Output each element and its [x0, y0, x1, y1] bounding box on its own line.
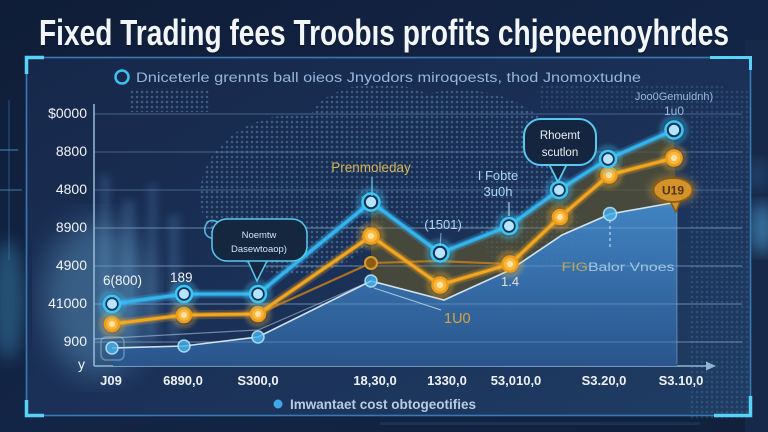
- svg-text:6(800): 6(800): [103, 273, 142, 288]
- svg-text:189: 189: [170, 270, 193, 285]
- svg-text:1U0: 1U0: [444, 311, 471, 327]
- svg-text:Dniceterle grennts ball oieos: Dniceterle grennts ball oieos Jnyodors m…: [136, 70, 641, 85]
- svg-text:U19: U19: [662, 184, 684, 198]
- svg-text:1330,0: 1330,0: [427, 373, 467, 388]
- svg-text:1.4: 1.4: [501, 274, 519, 289]
- svg-text:Rhoemt: Rhoemt: [540, 130, 581, 142]
- svg-text:Joo0Gemuldnh): Joo0Gemuldnh): [635, 91, 713, 103]
- svg-text:J09: J09: [100, 373, 122, 388]
- svg-text:S300,0: S300,0: [237, 373, 278, 388]
- svg-text:I Fobte: I Fobte: [478, 168, 518, 183]
- svg-text:4800: 4800: [56, 181, 87, 197]
- svg-text:8800: 8800: [56, 143, 87, 159]
- svg-text:Imwantaet cost obtogeotifies: Imwantaet cost obtogeotifies: [290, 397, 476, 412]
- svg-text:S3.20,0: S3.20,0: [582, 373, 627, 388]
- svg-text:y: y: [78, 356, 85, 372]
- svg-text:6890,0: 6890,0: [163, 373, 203, 388]
- svg-text:scutlon: scutlon: [542, 147, 578, 159]
- svg-text:Prenmoleday: Prenmoleday: [331, 160, 411, 175]
- svg-text:Noemtw: Noemtw: [242, 230, 277, 241]
- svg-text:Fixed Trading fees Troobıs pro: Fixed Trading fees Troobıs profits chjep…: [39, 12, 729, 53]
- svg-text:1u0: 1u0: [664, 104, 684, 118]
- svg-text:S3.10,0: S3.10,0: [659, 373, 704, 388]
- svg-text:900: 900: [64, 333, 88, 349]
- svg-text:8900: 8900: [56, 219, 87, 235]
- svg-text:4900: 4900: [56, 257, 87, 273]
- svg-text:$0000: $0000: [48, 105, 87, 121]
- svg-text:18,30,0: 18,30,0: [353, 373, 396, 388]
- svg-text:3u0h: 3u0h: [484, 184, 513, 199]
- svg-text:53,010,0: 53,010,0: [491, 373, 542, 388]
- svg-text:41000: 41000: [48, 295, 87, 311]
- svg-text:Fixed Trading fees Troobıs pro: Fixed Trading fees Troobıs profits chjep…: [39, 14, 729, 55]
- svg-text:Dasewtoaop): Dasewtoaop): [231, 244, 287, 255]
- svg-text:(1501): (1501): [424, 217, 462, 232]
